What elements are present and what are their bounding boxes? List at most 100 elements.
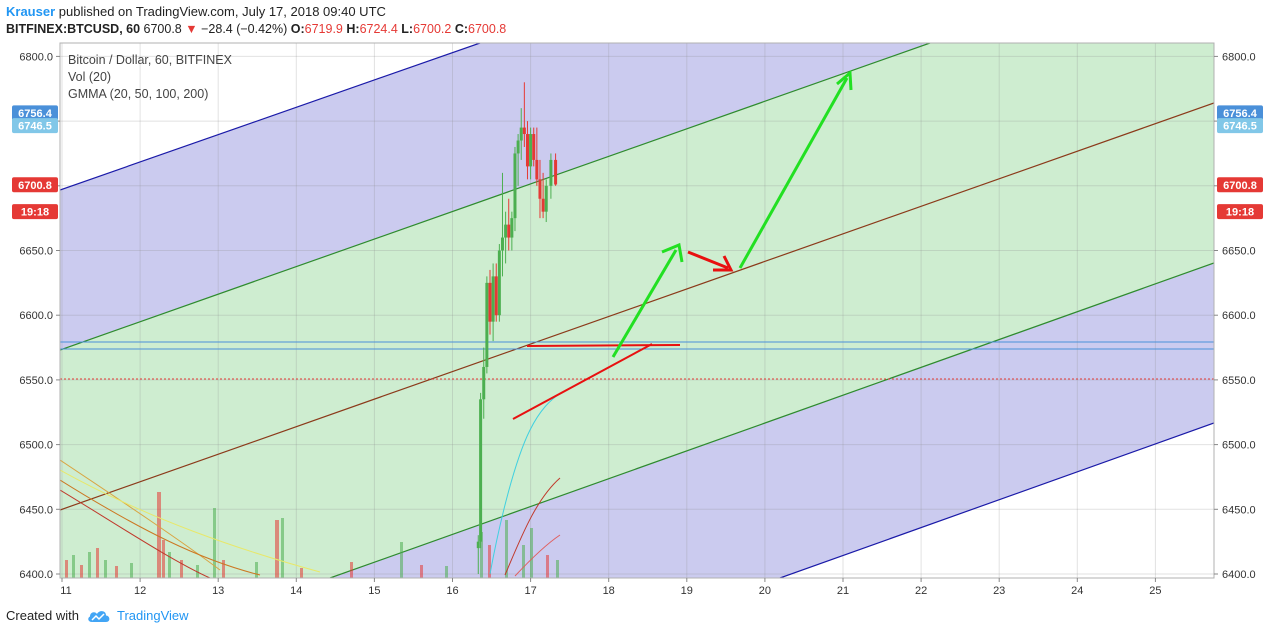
candle-body xyxy=(541,198,545,212)
y-tick-label-right: 6400.0 xyxy=(1222,569,1256,581)
price-badge-right xyxy=(1217,118,1263,134)
publish-header: Krauser published on TradingView.com, Ju… xyxy=(6,4,386,19)
candle-body xyxy=(513,153,517,219)
candle-body xyxy=(532,134,536,160)
price-change: −28.4 (−0.42%) xyxy=(201,22,288,36)
price-badge-label: 6756.4 xyxy=(18,108,53,120)
channel-upper-line xyxy=(60,43,481,191)
y-tick-label-left: 6450.0 xyxy=(19,504,53,516)
candle-body xyxy=(479,399,483,542)
price-badge-label: 19:18 xyxy=(1226,207,1254,219)
price-badge-label: 6700.8 xyxy=(1223,180,1257,192)
x-tick-label: 17 xyxy=(524,585,536,597)
candle-body xyxy=(488,282,492,322)
x-tick-label: 18 xyxy=(603,585,615,597)
candle-body xyxy=(504,224,508,238)
x-tick-label: 24 xyxy=(1071,585,1083,597)
published-text: published on TradingView.com, July 17, 2… xyxy=(58,4,386,19)
price-chart[interactable]: 6400.0 6450.0 6500.0 6550.0 6600.0 6650.0 6700… xyxy=(0,0,1274,604)
footer: Created with TradingView xyxy=(6,608,189,623)
candle-body xyxy=(525,134,529,167)
legend-volume: Vol (20) xyxy=(68,70,111,84)
low-value: 6700.2 xyxy=(413,22,452,36)
y-axis-left: 6400.0 6450.0 6500.0 6550.0 6600.0 6650.0 6700… xyxy=(19,51,60,581)
y-axis-right: 6400.0 6450.0 6500.0 6550.0 6600.0 6650.0 6700… xyxy=(1214,51,1256,581)
x-tick-label: 12 xyxy=(134,585,146,597)
candle-body xyxy=(519,127,523,141)
candle-body xyxy=(510,218,514,238)
candle-body xyxy=(482,366,486,400)
candle-body xyxy=(516,140,520,154)
price-badge-label: 6756.4 xyxy=(1223,108,1258,120)
open-label: O: xyxy=(290,22,305,36)
candle-body xyxy=(491,276,495,322)
price-badge-label: 6746.5 xyxy=(1223,121,1257,133)
median-line xyxy=(60,102,1214,511)
price-badge-left xyxy=(12,177,58,193)
x-tick-label: 11 xyxy=(60,585,71,597)
candle-body xyxy=(500,237,504,251)
price-badge-label: 6746.5 xyxy=(18,121,52,133)
y-tick-label-right: 6650.0 xyxy=(1222,246,1256,258)
close-value: 6700.8 xyxy=(468,22,507,36)
price-badge-right xyxy=(1217,105,1263,121)
x-tick-label: 25 xyxy=(1149,585,1161,597)
low-label: L: xyxy=(401,22,414,36)
inner-lower-line xyxy=(329,262,1214,578)
x-tick-label: 15 xyxy=(368,585,380,597)
y-tick-label-left: 6650.0 xyxy=(19,246,53,258)
down-arrow-icon: ▼ xyxy=(185,22,198,36)
gmma-lines xyxy=(60,391,563,578)
candle-body xyxy=(538,179,542,199)
candle-body xyxy=(497,250,501,316)
y-tick-label-right: 6450.0 xyxy=(1222,504,1256,516)
channel-lower-line xyxy=(779,422,1214,578)
open-value: 6719.9 xyxy=(304,22,343,36)
y-tick-label-right: 6500.0 xyxy=(1222,440,1256,452)
legend-gmma: GMMA (20, 50, 100, 200) xyxy=(68,87,208,101)
symbol-label: BITFINEX:BTCUSD, 60 xyxy=(6,22,141,36)
x-tick-label: 19 xyxy=(681,585,693,597)
price-badge-label: 19:18 xyxy=(21,207,49,219)
price-badge-left xyxy=(12,105,58,121)
candle-body xyxy=(522,127,526,135)
annotation-arrows xyxy=(512,69,853,420)
candle-body xyxy=(535,159,539,180)
legend-title: Bitcoin / Dollar, 60, BITFINEX xyxy=(68,53,233,67)
candlestick-series xyxy=(476,82,558,574)
last-price: 6700.8 xyxy=(143,22,182,36)
x-axis: 11 12 13 14 15 16 17 18 19 20 21 22 23 24 25 xyxy=(60,578,1162,597)
y-tick-label-left: 6500.0 xyxy=(19,440,53,452)
x-tick-label: 21 xyxy=(837,585,849,597)
candle-body xyxy=(529,134,533,167)
candle-body xyxy=(554,159,558,185)
y-tick-label-left: 6400.0 xyxy=(19,569,53,581)
x-tick-label: 14 xyxy=(290,585,302,597)
candle-body xyxy=(544,185,548,212)
candle-body xyxy=(476,541,480,549)
price-badge-label: 6700.8 xyxy=(18,180,52,192)
high-value: 6724.4 xyxy=(359,22,398,36)
close-label: C: xyxy=(454,22,469,36)
channel-inner-fill xyxy=(60,43,1214,578)
x-tick-label: 16 xyxy=(446,585,458,597)
x-tick-label: 20 xyxy=(759,585,771,597)
tradingview-cloud-icon xyxy=(88,610,110,622)
y-tick-label-right: 6550.0 xyxy=(1222,375,1256,387)
symbol-header: BITFINEX:BTCUSD, 60 6700.8 ▼ −28.4 (−0.4… xyxy=(6,22,506,36)
volume-bars xyxy=(65,492,559,578)
candle-body xyxy=(549,159,553,186)
candle-body xyxy=(494,276,498,316)
y-tick-label-left: 6600.0 xyxy=(19,310,53,322)
y-tick-label-left: 6800.0 xyxy=(19,51,53,63)
x-tick-label: 22 xyxy=(915,585,927,597)
price-badge-right xyxy=(1217,177,1263,193)
tradingview-link[interactable]: TradingView xyxy=(116,608,189,623)
author-name[interactable]: Krauser xyxy=(6,4,56,19)
x-tick-label: 23 xyxy=(993,585,1005,597)
grid-lines xyxy=(60,43,1214,578)
y-tick-label-left: 6550.0 xyxy=(19,375,53,387)
high-label: H: xyxy=(346,22,360,36)
price-badge-right xyxy=(1217,204,1263,220)
candle-body xyxy=(507,224,511,238)
